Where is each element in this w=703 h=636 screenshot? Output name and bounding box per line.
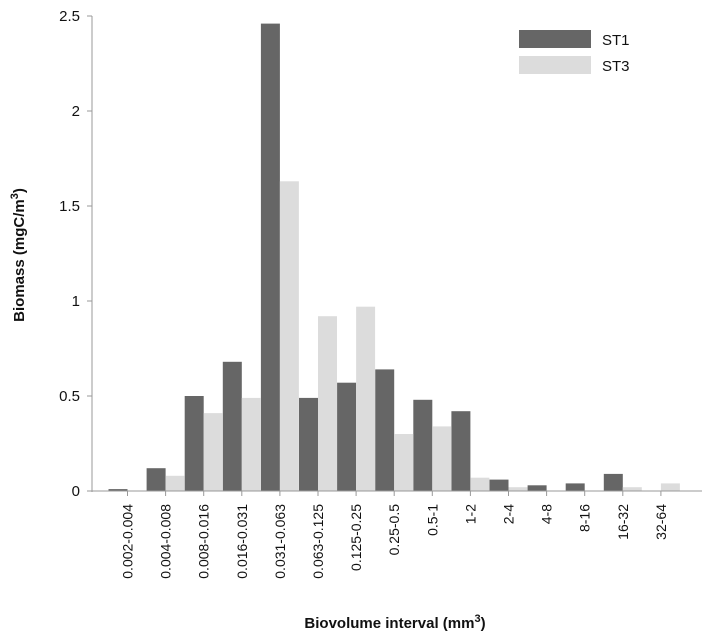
bar-st3: [165, 475, 185, 491]
bar-st1: [565, 483, 585, 491]
x-tick-label: 0.25-0.5: [386, 504, 402, 556]
y-axis-title: Biomass (mgC/m3): [9, 188, 28, 322]
x-tick-label: 4-8: [539, 504, 555, 524]
y-tick-label: 2: [72, 103, 80, 120]
bar-st1: [146, 468, 166, 491]
x-tick-label: 32-64: [653, 504, 669, 540]
bar-st1: [337, 382, 357, 491]
x-tick-label: 2-4: [501, 504, 517, 524]
bar-st3: [470, 477, 490, 491]
bar-st1: [260, 23, 280, 491]
bar-st1: [413, 399, 433, 491]
bar-st3: [622, 487, 642, 491]
x-tick-label: 0.063-0.125: [310, 504, 326, 579]
x-tick-label: 0.125-0.25: [348, 504, 364, 571]
bar-st3: [318, 316, 337, 491]
x-tick-label: 0.031-0.063: [272, 504, 288, 579]
bar-st1: [527, 485, 547, 491]
x-tick-label: 0.004-0.008: [158, 504, 174, 579]
bar-st1: [299, 397, 318, 491]
bar-st3: [432, 426, 452, 491]
y-tick-label: 1.5: [59, 198, 80, 215]
bar-st3: [508, 487, 528, 491]
bar-st1: [489, 479, 509, 491]
x-tick-label: 16-32: [615, 504, 631, 540]
bar-st1: [108, 489, 128, 491]
bar-st1: [184, 396, 204, 491]
bar-st3: [203, 413, 223, 491]
bar-st1: [222, 361, 242, 491]
y-tick-label: 0.5: [59, 388, 80, 405]
legend: ST1 ST3: [519, 30, 630, 75]
y-tick-label: 0: [72, 483, 80, 500]
x-tick-label: 8-16: [577, 504, 593, 532]
bar-st1: [451, 411, 471, 491]
x-tick-label: 0.002-0.004: [120, 504, 136, 579]
x-axis-title: Biovolume interval (mm3): [304, 613, 485, 632]
bar-st3: [356, 306, 376, 491]
bar-st1: [375, 369, 395, 491]
bar-st1: [603, 473, 623, 491]
x-tick-label: 0.016-0.031: [234, 504, 250, 579]
legend-label-st3: ST3: [602, 58, 630, 75]
x-tick-label: 0.5-1: [424, 504, 440, 536]
y-tick-label: 1: [72, 293, 80, 310]
x-tick-label: 0.008-0.016: [196, 504, 212, 579]
x-tick-label: 1-2: [462, 504, 478, 524]
legend-swatch-st3: [519, 56, 591, 74]
legend-swatch-st1: [519, 30, 591, 48]
bar-st3: [241, 397, 261, 491]
bar-st3: [279, 181, 299, 492]
bar-st3: [394, 434, 414, 491]
bar-st3: [660, 483, 680, 491]
plot-area: 0 0.5 1 1.5 2 2.5 0.002-0.004 0.004-0.008 0.008-…: [59, 8, 702, 579]
legend-label-st1: ST1: [602, 32, 630, 49]
y-tick-label: 2.5: [59, 8, 80, 25]
